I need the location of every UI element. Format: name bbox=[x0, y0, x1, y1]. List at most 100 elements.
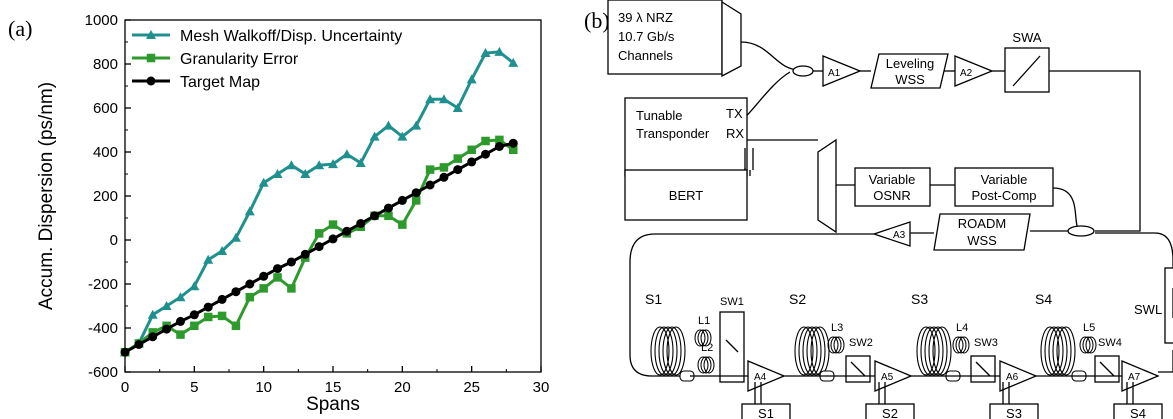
data-point bbox=[453, 154, 463, 163]
fiber-spool-coil bbox=[1048, 326, 1068, 376]
switch-blade bbox=[850, 361, 866, 377]
data-point bbox=[411, 120, 422, 130]
loop-coil bbox=[1082, 336, 1094, 354]
fiber-spool-coil bbox=[658, 326, 678, 376]
amp-a3 bbox=[871, 221, 911, 247]
switch-label: SW4 bbox=[1098, 337, 1122, 349]
data-point bbox=[286, 257, 296, 267]
data-point bbox=[161, 301, 172, 310]
amp-a5 bbox=[874, 360, 913, 392]
fiber-spool-coil bbox=[802, 326, 822, 376]
data-point bbox=[176, 330, 185, 339]
data-point bbox=[356, 219, 366, 228]
channels-line-1: 39 λ NRZ bbox=[618, 10, 673, 25]
switch-blade bbox=[1099, 361, 1115, 377]
loop-label: L1 bbox=[698, 315, 710, 327]
data-point bbox=[425, 180, 435, 190]
fiber-spool-coil bbox=[1052, 326, 1072, 376]
data-point bbox=[162, 324, 172, 334]
tx-label: TX bbox=[726, 106, 743, 121]
loop-coil bbox=[830, 336, 842, 354]
data-point bbox=[314, 242, 324, 252]
fiber-spool-coil bbox=[794, 326, 814, 376]
loop-label: L2 bbox=[701, 342, 713, 354]
data-point bbox=[398, 220, 407, 229]
amp-a2-label: A2 bbox=[960, 68, 973, 79]
amp-a1-label: A1 bbox=[828, 68, 841, 79]
y-tick-label: 1000 bbox=[85, 12, 118, 29]
channels-box bbox=[607, 0, 723, 75]
bert-box bbox=[624, 169, 748, 221]
x-tick-label: 15 bbox=[325, 379, 342, 396]
x-tick-label: 25 bbox=[463, 379, 480, 396]
data-point bbox=[328, 234, 338, 244]
fiber-spool-coil bbox=[1040, 326, 1060, 376]
loop-coil bbox=[827, 336, 839, 354]
amp-a2 bbox=[954, 55, 994, 87]
loop-coil bbox=[1079, 336, 1091, 354]
panel-b-label: (b) bbox=[584, 8, 610, 33]
loop-coil bbox=[697, 356, 709, 374]
data-point bbox=[245, 279, 255, 289]
data-point bbox=[494, 142, 504, 151]
legend-marker bbox=[146, 76, 156, 86]
dcm-label-line-1: S4 bbox=[1130, 406, 1146, 419]
mux bbox=[721, 0, 742, 78]
fiber-spool-coil bbox=[810, 326, 830, 376]
variable-postcomp-line-1: Variable bbox=[981, 172, 1028, 187]
loop-coil bbox=[700, 329, 712, 347]
data-point bbox=[328, 220, 338, 229]
data-point bbox=[481, 149, 491, 159]
data-point bbox=[189, 310, 199, 320]
spool-label: S4 bbox=[1035, 291, 1052, 307]
data-point bbox=[508, 138, 518, 148]
data-point bbox=[217, 294, 227, 304]
data-point bbox=[452, 103, 463, 112]
legend-label: Target Map bbox=[180, 74, 260, 91]
x-tick-label: 5 bbox=[190, 379, 198, 396]
fiber-spool-coil bbox=[654, 326, 674, 376]
data-point bbox=[494, 46, 505, 56]
switch-label: SW1 bbox=[720, 296, 744, 308]
data-point bbox=[411, 188, 421, 198]
y-tick-label: 0 bbox=[110, 232, 118, 249]
data-point bbox=[467, 157, 477, 167]
data-point bbox=[370, 211, 380, 221]
legend-label: Granularity Error bbox=[180, 51, 299, 68]
data-point bbox=[383, 120, 394, 130]
setup-diagram: 39 λ NRZ 10.7 Gb/s Channels A1 Leveling … bbox=[607, 0, 1173, 419]
swa-label: SWA bbox=[1012, 30, 1041, 45]
data-point bbox=[175, 292, 186, 302]
data-point bbox=[203, 254, 214, 264]
x-tick-label: 20 bbox=[394, 379, 411, 396]
x-axis-label: Spans bbox=[306, 394, 360, 415]
roadm-wss-line-2: WSS bbox=[967, 233, 997, 248]
data-point bbox=[341, 149, 352, 159]
y-tick-label: -400 bbox=[88, 320, 118, 337]
data-point bbox=[134, 340, 144, 349]
data-point bbox=[244, 206, 255, 216]
data-point bbox=[273, 264, 283, 274]
data-point bbox=[328, 159, 338, 169]
data-point bbox=[231, 321, 241, 331]
amp-label: A7 bbox=[1128, 372, 1141, 383]
loop-label: L4 bbox=[956, 322, 968, 334]
loop-coil bbox=[1085, 336, 1097, 354]
transponder-line-1: Tunable bbox=[636, 108, 683, 123]
fiber-spool-coil bbox=[650, 326, 670, 376]
y-tick-label: 800 bbox=[93, 56, 118, 73]
loop-coil bbox=[703, 356, 715, 374]
amp-a1 bbox=[822, 55, 862, 87]
data-point bbox=[259, 271, 269, 281]
demux bbox=[817, 138, 837, 234]
transponder-line-2: Transponder bbox=[636, 126, 710, 141]
amp-label: A6 bbox=[1006, 372, 1019, 383]
x-tick-label: 30 bbox=[533, 379, 550, 396]
data-point bbox=[217, 311, 227, 321]
switch-blade bbox=[975, 361, 991, 377]
amp-a4 bbox=[747, 360, 786, 392]
data-point bbox=[259, 284, 268, 293]
swl-label: SWL bbox=[1134, 302, 1162, 317]
data-point bbox=[273, 273, 282, 282]
dcm-label-line-1: S3 bbox=[1006, 406, 1022, 419]
